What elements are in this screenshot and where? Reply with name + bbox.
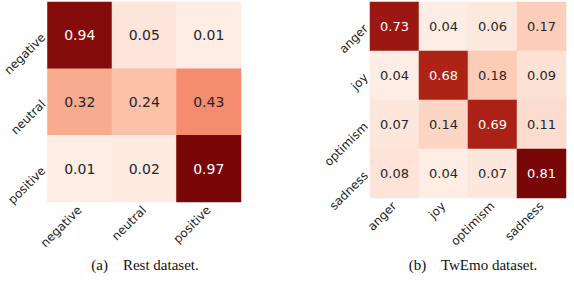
- svg-text:0.68: 0.68: [429, 68, 458, 83]
- svg-text:0.43: 0.43: [193, 94, 224, 110]
- svg-text:0.94: 0.94: [64, 27, 95, 43]
- svg-text:joy: joy: [425, 199, 448, 222]
- svg-text:neutral: neutral: [109, 203, 149, 243]
- svg-text:0.04: 0.04: [429, 166, 458, 181]
- svg-text:0.05: 0.05: [129, 27, 160, 43]
- svg-text:negative: negative: [38, 203, 85, 250]
- svg-text:0.06: 0.06: [478, 19, 507, 34]
- svg-text:0.04: 0.04: [429, 19, 458, 34]
- svg-text:neutral: neutral: [8, 97, 48, 137]
- svg-text:negative: negative: [1, 30, 48, 77]
- svg-text:0.18: 0.18: [478, 68, 507, 83]
- svg-text:anger: anger: [336, 22, 371, 57]
- svg-text:0.02: 0.02: [129, 161, 160, 177]
- svg-text:0.07: 0.07: [380, 117, 409, 132]
- svg-text:sadness: sadness: [327, 169, 371, 213]
- svg-text:anger: anger: [365, 199, 400, 234]
- svg-text:0.17: 0.17: [527, 19, 556, 34]
- svg-text:joy: joy: [348, 71, 371, 94]
- svg-text:0.14: 0.14: [429, 117, 458, 132]
- svg-text:0.24: 0.24: [129, 94, 160, 110]
- svg-text:(a) Rest dataset.: (a) Rest dataset.: [91, 257, 198, 274]
- svg-text:0.11: 0.11: [527, 117, 556, 132]
- svg-text:optimism: optimism: [448, 199, 497, 248]
- svg-text:0.69: 0.69: [478, 117, 507, 132]
- svg-text:positive: positive: [171, 203, 214, 246]
- svg-text:0.08: 0.08: [380, 166, 409, 181]
- svg-text:0.81: 0.81: [527, 166, 556, 181]
- svg-text:optimism: optimism: [322, 120, 371, 169]
- svg-text:0.07: 0.07: [478, 166, 507, 181]
- svg-text:0.97: 0.97: [193, 161, 224, 177]
- svg-text:0.01: 0.01: [193, 27, 224, 43]
- svg-text:0.04: 0.04: [380, 68, 409, 83]
- svg-text:(b) TwEmo dataset.: (b) TwEmo dataset.: [409, 257, 538, 274]
- svg-text:0.32: 0.32: [64, 94, 95, 110]
- svg-text:0.73: 0.73: [380, 19, 409, 34]
- svg-text:positive: positive: [5, 164, 48, 207]
- svg-text:0.01: 0.01: [64, 161, 95, 177]
- svg-text:0.09: 0.09: [527, 68, 556, 83]
- svg-text:sadness: sadness: [502, 199, 546, 243]
